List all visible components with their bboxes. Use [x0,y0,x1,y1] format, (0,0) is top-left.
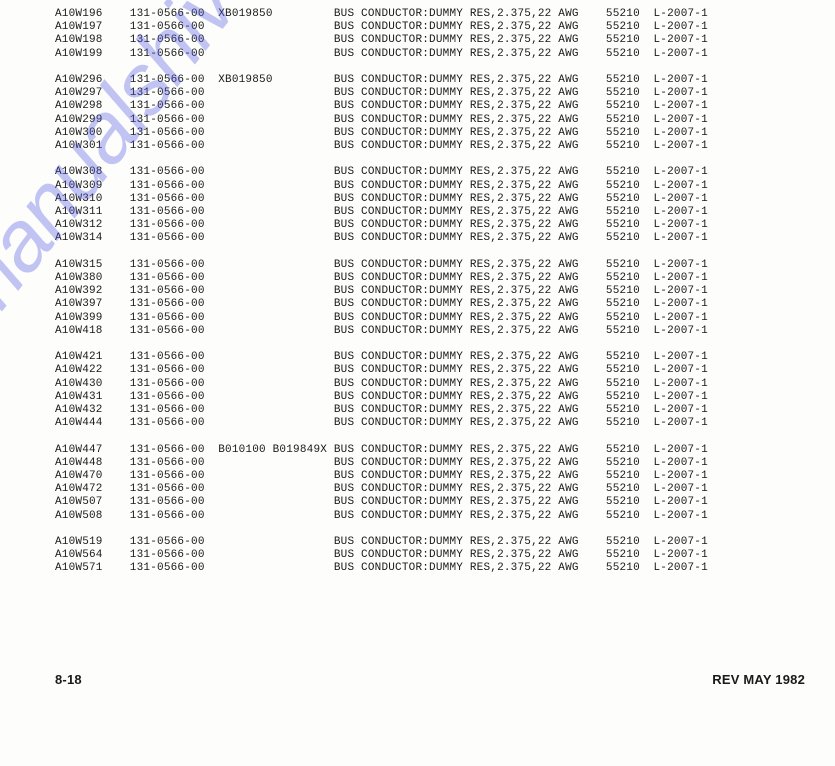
table-row: A10W196 131-0566-00 XB019850 BUS CONDUCT… [55,8,805,21]
table-row: A10W508 131-0566-00 BUS CONDUCTOR:DUMMY … [55,510,805,523]
table-row: A10W448 131-0566-00 BUS CONDUCTOR:DUMMY … [55,457,805,470]
table-row: A10W472 131-0566-00 BUS CONDUCTOR:DUMMY … [55,483,805,496]
table-row: A10W312 131-0566-00 BUS CONDUCTOR:DUMMY … [55,219,805,232]
parts-table: A10W196 131-0566-00 XB019850 BUS CONDUCT… [55,8,805,576]
table-row: A10W564 131-0566-00 BUS CONDUCTOR:DUMMY … [55,549,805,562]
table-row: A10W447 131-0566-00 B010100 B019849X BUS… [55,444,805,457]
table-row: A10W421 131-0566-00 BUS CONDUCTOR:DUMMY … [55,351,805,364]
table-row: A10W296 131-0566-00 XB019850 BUS CONDUCT… [55,74,805,87]
table-row: A10W298 131-0566-00 BUS CONDUCTOR:DUMMY … [55,100,805,113]
table-row: A10W300 131-0566-00 BUS CONDUCTOR:DUMMY … [55,127,805,140]
table-row: A10W519 131-0566-00 BUS CONDUCTOR:DUMMY … [55,536,805,549]
table-row: A10W311 131-0566-00 BUS CONDUCTOR:DUMMY … [55,206,805,219]
table-row: A10W422 131-0566-00 BUS CONDUCTOR:DUMMY … [55,364,805,377]
table-row: A10W399 131-0566-00 BUS CONDUCTOR:DUMMY … [55,312,805,325]
table-row: A10W315 131-0566-00 BUS CONDUCTOR:DUMMY … [55,259,805,272]
table-row: A10W507 131-0566-00 BUS CONDUCTOR:DUMMY … [55,496,805,509]
table-row: A10W380 131-0566-00 BUS CONDUCTOR:DUMMY … [55,272,805,285]
table-row: A10W310 131-0566-00 BUS CONDUCTOR:DUMMY … [55,193,805,206]
table-row: A10W571 131-0566-00 BUS CONDUCTOR:DUMMY … [55,562,805,575]
table-row: A10W397 131-0566-00 BUS CONDUCTOR:DUMMY … [55,298,805,311]
table-row: A10W470 131-0566-00 BUS CONDUCTOR:DUMMY … [55,470,805,483]
table-row: A10W432 131-0566-00 BUS CONDUCTOR:DUMMY … [55,404,805,417]
table-row: A10W392 131-0566-00 BUS CONDUCTOR:DUMMY … [55,285,805,298]
table-row: A10W301 131-0566-00 BUS CONDUCTOR:DUMMY … [55,140,805,153]
page-number: 8-18 [55,672,82,687]
table-row: A10W299 131-0566-00 BUS CONDUCTOR:DUMMY … [55,114,805,127]
page-footer: 8-18 REV MAY 1982 [0,672,835,687]
table-row: A10W309 131-0566-00 BUS CONDUCTOR:DUMMY … [55,180,805,193]
table-row: A10W314 131-0566-00 BUS CONDUCTOR:DUMMY … [55,232,805,245]
table-row: A10W197 131-0566-00 BUS CONDUCTOR:DUMMY … [55,21,805,34]
revision-label: REV MAY 1982 [712,672,805,687]
table-row: A10W198 131-0566-00 BUS CONDUCTOR:DUMMY … [55,34,805,47]
table-row: A10W431 131-0566-00 BUS CONDUCTOR:DUMMY … [55,391,805,404]
table-row: A10W297 131-0566-00 BUS CONDUCTOR:DUMMY … [55,87,805,100]
table-row: A10W199 131-0566-00 BUS CONDUCTOR:DUMMY … [55,48,805,61]
table-row: A10W308 131-0566-00 BUS CONDUCTOR:DUMMY … [55,166,805,179]
table-row: A10W444 131-0566-00 BUS CONDUCTOR:DUMMY … [55,417,805,430]
table-row: A10W418 131-0566-00 BUS CONDUCTOR:DUMMY … [55,325,805,338]
table-row: A10W430 131-0566-00 BUS CONDUCTOR:DUMMY … [55,378,805,391]
